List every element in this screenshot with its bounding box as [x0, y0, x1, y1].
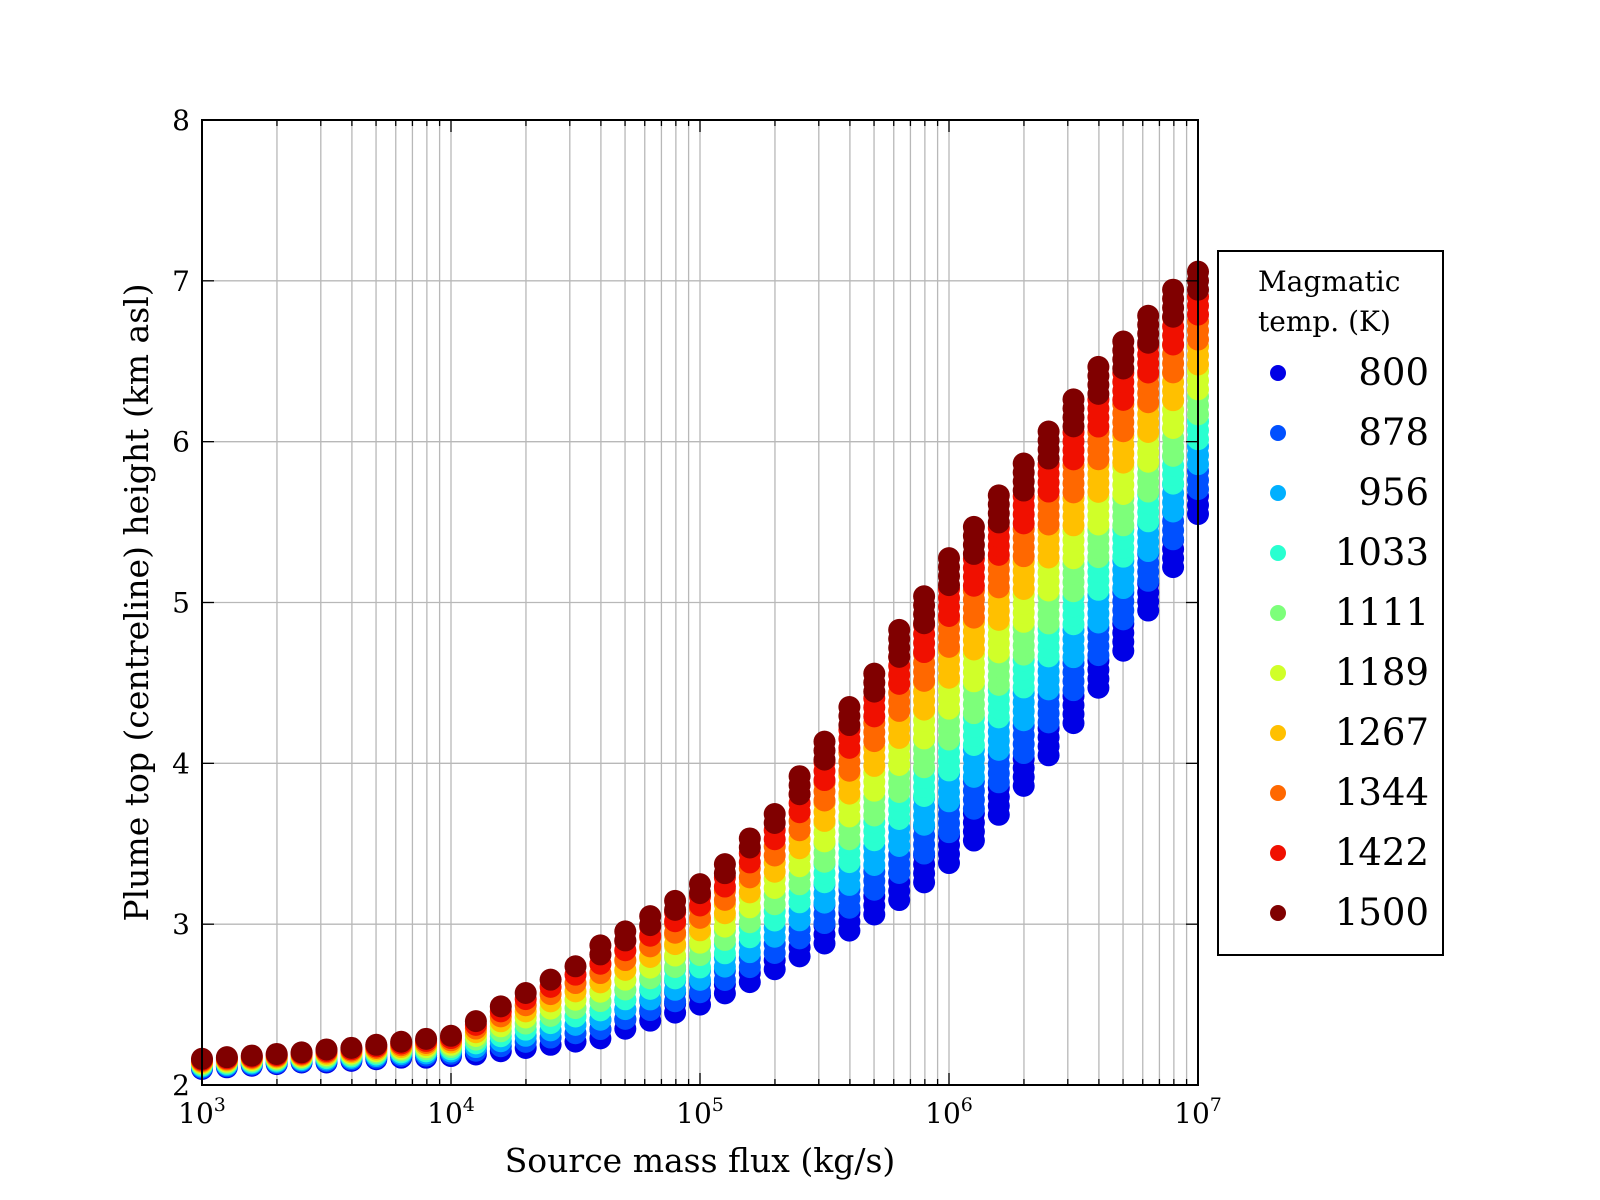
legend-marker-1500: [1270, 905, 1286, 921]
data-point: [1162, 278, 1185, 301]
legend-label-1422: 1422: [1335, 831, 1429, 874]
data-point: [689, 873, 711, 896]
y-tick-label: 5: [172, 587, 190, 620]
data-point: [564, 955, 587, 978]
legend-label-1189: 1189: [1335, 651, 1429, 694]
x-tick-label: 103: [178, 1094, 226, 1130]
legend-box: [1217, 250, 1444, 956]
legend-marker-1033: [1270, 545, 1286, 561]
legend-label-1033: 1033: [1335, 531, 1429, 574]
data-point: [913, 585, 936, 608]
legend-label-800: 800: [1358, 351, 1429, 394]
data-point: [863, 662, 886, 685]
legend-label-878: 878: [1358, 411, 1429, 454]
axis-ticks: [201, 119, 1198, 1086]
data-point: [1037, 420, 1060, 443]
data-point: [962, 515, 985, 538]
series-1500: [191, 260, 1209, 1070]
data-point: [340, 1036, 363, 1059]
data-point: [514, 982, 537, 1005]
data-point: [315, 1038, 338, 1061]
legend: Magmatic temp. (K) 800 878 956 1033 1111 1189…: [1217, 250, 1444, 956]
legend-marker-1267: [1270, 725, 1286, 741]
data-point: [489, 995, 512, 1018]
y-axis-label: Plume top (centreline) height (km asl): [117, 283, 156, 921]
y-tick-label: 7: [172, 265, 190, 298]
data-point: [763, 803, 786, 826]
legend-label-1267: 1267: [1335, 711, 1429, 754]
legend-label-1500: 1500: [1335, 891, 1429, 934]
legend-marker-1344: [1270, 785, 1286, 801]
y-tick-label: 8: [172, 104, 190, 137]
data-point: [614, 920, 637, 943]
x-tick-label: 104: [427, 1094, 475, 1130]
x-tick-label: 106: [925, 1094, 973, 1130]
data-point: [215, 1046, 238, 1069]
data-point: [589, 934, 612, 957]
data-point: [888, 618, 911, 641]
x-tick-labels: 103 104 105 106 107: [178, 1094, 1222, 1130]
data-point: [838, 696, 861, 719]
data-point: [290, 1041, 313, 1064]
y-tick-label: 4: [172, 747, 190, 780]
data-point: [1087, 355, 1110, 378]
legend-label-956: 956: [1358, 471, 1429, 514]
legend-marker-1111: [1270, 605, 1286, 621]
data-point: [713, 853, 736, 876]
data-point: [1062, 388, 1085, 411]
x-tick-label: 107: [1174, 1094, 1222, 1130]
legend-marker-878: [1270, 425, 1286, 441]
legend-marker-800: [1270, 365, 1286, 381]
data-point: [1012, 452, 1035, 475]
legend-title-line-1: Magmatic: [1258, 265, 1400, 298]
data-point: [938, 547, 960, 570]
data-point: [539, 968, 562, 991]
y-tick-label: 3: [172, 908, 190, 941]
x-tick-label: 105: [676, 1094, 724, 1130]
data-point: [813, 730, 836, 753]
data-point: [639, 905, 662, 928]
data-point: [1137, 304, 1160, 327]
data-point: [390, 1030, 413, 1053]
data-point: [365, 1033, 388, 1056]
data-point: [464, 1010, 487, 1033]
data-points: [191, 260, 1209, 1080]
legend-label-1111: 1111: [1335, 591, 1429, 634]
data-point: [1112, 330, 1135, 353]
legend-items: 800 878 956 1033 1111 1189 1267 1344 1422 1500: [1270, 351, 1429, 934]
data-point: [987, 484, 1010, 507]
data-point: [664, 889, 687, 912]
legend-marker-1422: [1270, 845, 1286, 861]
data-point: [440, 1024, 462, 1047]
legend-title-line-2: temp. (K): [1258, 305, 1391, 338]
data-point: [788, 765, 811, 788]
legend-marker-956: [1270, 485, 1286, 501]
y-tick-labels: 2 3 4 5 6 7 8: [172, 104, 190, 1102]
legend-marker-1189: [1270, 665, 1286, 681]
data-point: [265, 1042, 288, 1065]
y-tick-label: 2: [172, 1069, 190, 1102]
x-axis-label: Source mass flux (kg/s): [505, 1141, 896, 1180]
legend-label-1344: 1344: [1335, 771, 1429, 814]
data-point: [415, 1027, 438, 1050]
data-point: [240, 1044, 263, 1067]
y-tick-label: 6: [172, 426, 190, 459]
data-point: [738, 827, 761, 850]
